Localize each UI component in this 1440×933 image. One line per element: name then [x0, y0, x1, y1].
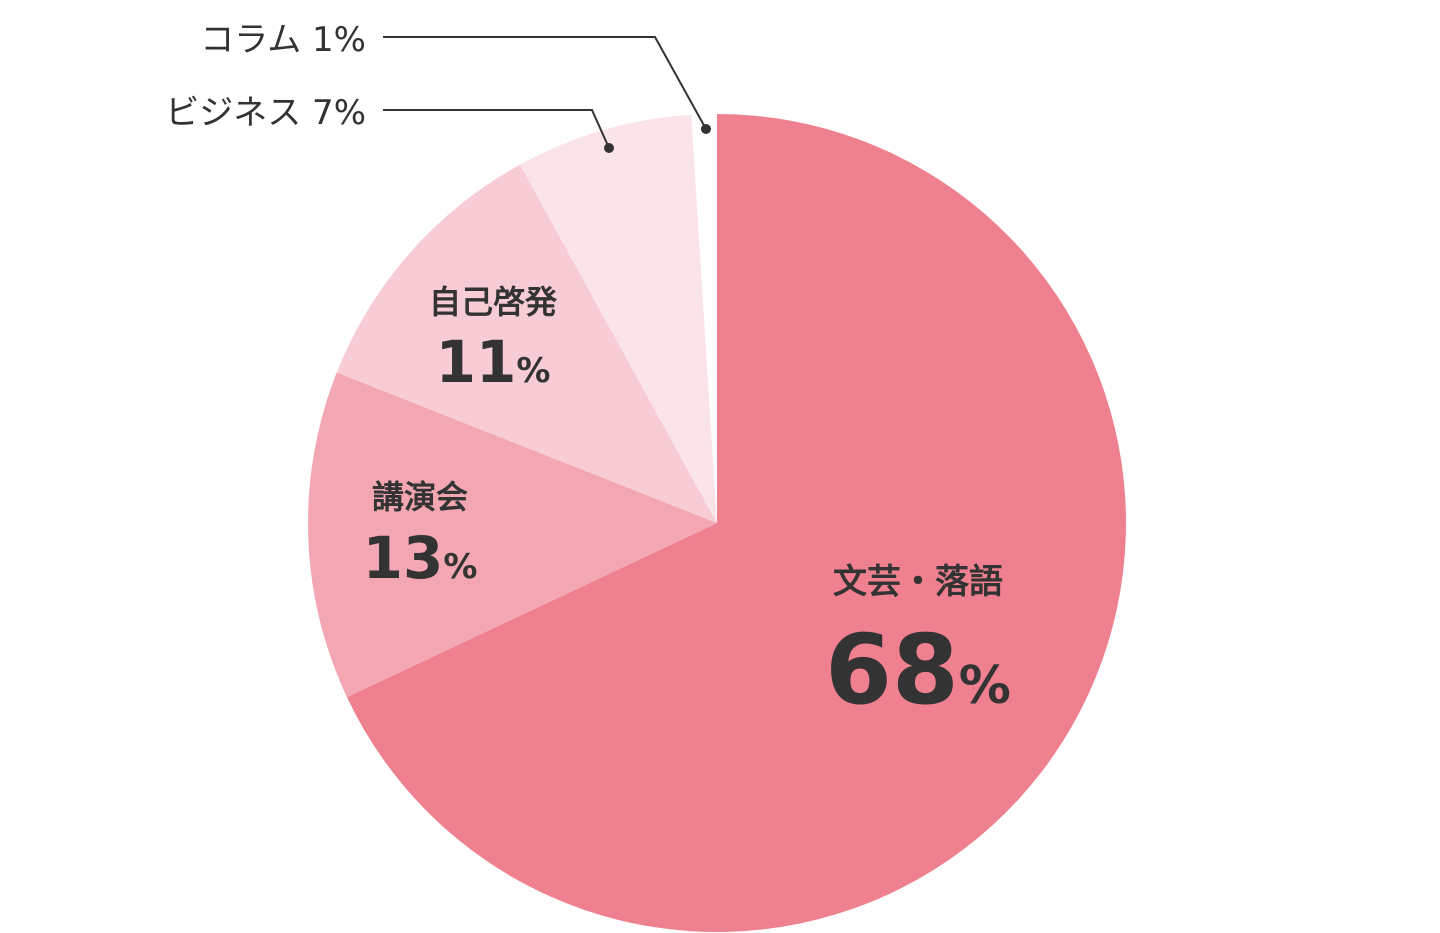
- callout-line-5: [383, 36, 707, 130]
- callout-dot-5: [701, 124, 711, 134]
- pie-slice-value-number-1: 68: [825, 614, 959, 726]
- pie-slice-value-unit-3: %: [516, 351, 550, 391]
- pie-slice-3: [336, 164, 717, 523]
- pie-slice-value-1: 68%: [825, 614, 1011, 726]
- pie-slice-1: [346, 114, 1127, 933]
- pie-slice-value-3: 11%: [436, 328, 551, 396]
- pie-labels: 文芸・落語 68% 講演会 13% 自己啓発 11%: [363, 283, 1011, 726]
- pie-slice-label-3: 自己啓発: [429, 283, 558, 321]
- pie-slices: [308, 114, 1127, 933]
- pie-slice-label-2: 講演会: [372, 478, 468, 516]
- pie-slice-2: [308, 372, 717, 698]
- pie-slice-value-unit-2: %: [443, 547, 477, 587]
- pie-slice-4: [519, 114, 717, 523]
- pie-slice-5: [691, 114, 717, 523]
- pie-slice-label-1: 文芸・落語: [833, 562, 1003, 602]
- callout-label-4: ビジネス 7%: [165, 93, 366, 133]
- pie-slice-value-unit-1: %: [959, 656, 1011, 716]
- pie-callouts: ビジネス 7% コラム 1%: [165, 20, 711, 153]
- pie-slice-value-number-3: 11: [436, 328, 517, 396]
- pie-slice-value-2: 13%: [363, 524, 478, 592]
- callout-line-4: [383, 109, 610, 149]
- callout-dot-4: [604, 143, 614, 153]
- callout-label-5: コラム 1%: [200, 20, 366, 60]
- pie-slice-value-number-2: 13: [363, 524, 444, 592]
